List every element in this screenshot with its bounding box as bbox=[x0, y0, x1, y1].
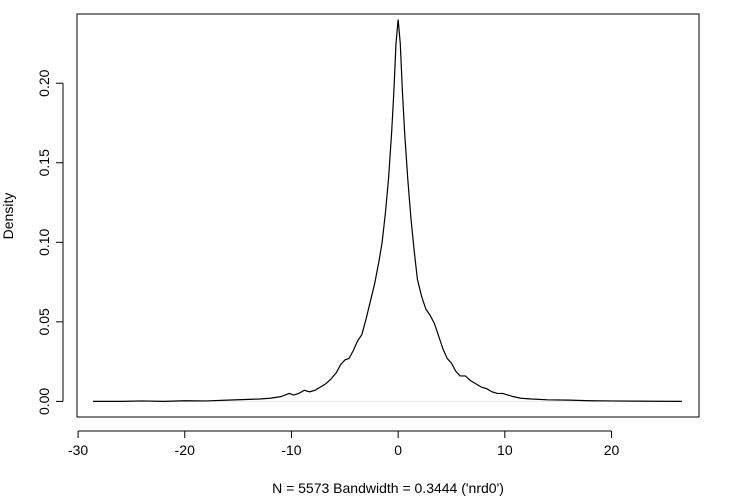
x-tick-label: -20 bbox=[175, 442, 195, 458]
y-axis: 0.00 0.05 0.10 0.15 0.20 bbox=[36, 69, 64, 415]
plot-frame bbox=[76, 13, 700, 418]
y-axis-title: Density bbox=[0, 193, 16, 240]
y-tick-label: 0.15 bbox=[36, 149, 52, 176]
x-tick-label: 10 bbox=[497, 442, 513, 458]
x-axis: -30 -20 -10 0 10 20 bbox=[68, 430, 620, 458]
y-tick-label: 0.00 bbox=[36, 388, 52, 415]
x-axis-title: N = 5573 Bandwidth = 0.3444 ('nrd0') bbox=[272, 480, 504, 496]
x-tick-label: -10 bbox=[281, 442, 301, 458]
x-tick-label: -30 bbox=[68, 442, 88, 458]
density-curve bbox=[93, 19, 682, 403]
x-tick-label: 20 bbox=[604, 442, 620, 458]
x-tick-label: 0 bbox=[394, 442, 402, 458]
y-tick-label: 0.20 bbox=[36, 69, 52, 96]
y-tick-label: 0.10 bbox=[36, 228, 52, 255]
y-tick-label: 0.05 bbox=[36, 308, 52, 335]
